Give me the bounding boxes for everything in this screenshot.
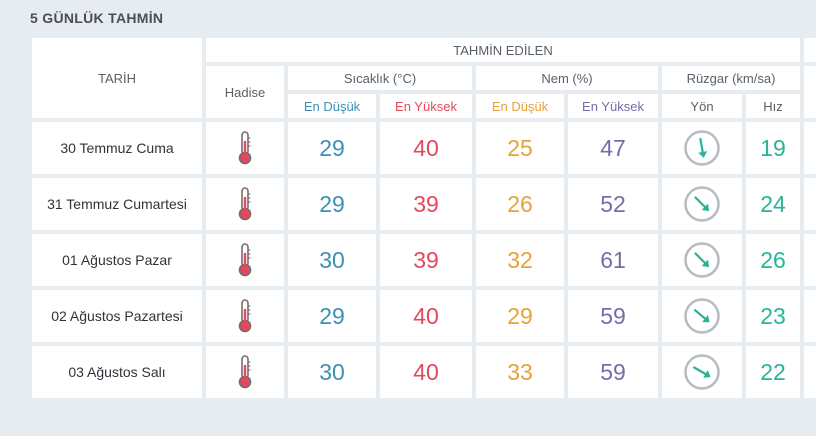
row-phenomenon: [206, 290, 284, 342]
row-phenomenon: [206, 346, 284, 398]
wind-arrow-icon: [683, 129, 721, 167]
row-phenomenon: [206, 178, 284, 230]
row-wind-direction: [662, 178, 742, 230]
row-temp-min: 30: [288, 346, 376, 398]
row-date: 30 Temmuz Cuma: [32, 122, 202, 174]
thermometer-icon: [238, 355, 252, 389]
row-temp-min: 29: [288, 178, 376, 230]
row-hum-min: 26: [476, 178, 564, 230]
header-hum-min: En Düşük: [476, 94, 564, 118]
header-date: TARİH: [32, 38, 202, 118]
row-hum-min: 29: [476, 290, 564, 342]
row-extra: [804, 290, 816, 342]
header-temperature: Sıcaklık (°C): [288, 66, 472, 90]
row-temp-min: 29: [288, 290, 376, 342]
row-extra: [804, 122, 816, 174]
row-date: 01 Ağustos Pazar: [32, 234, 202, 286]
row-hum-min: 25: [476, 122, 564, 174]
row-wind-speed: 19: [746, 122, 800, 174]
row-hum-min: 32: [476, 234, 564, 286]
header-phenomenon: Hadise: [206, 66, 284, 118]
wind-arrow-icon: [683, 185, 721, 223]
header-humidity: Nem (%): [476, 66, 658, 90]
row-wind-speed: 23: [746, 290, 800, 342]
wind-arrow-icon: [683, 297, 721, 335]
row-temp-min: 30: [288, 234, 376, 286]
row-hum-max: 59: [568, 346, 658, 398]
row-phenomenon: [206, 234, 284, 286]
row-wind-speed: 22: [746, 346, 800, 398]
row-hum-min: 33: [476, 346, 564, 398]
row-temp-max: 40: [380, 346, 472, 398]
header-temp-min: En Düşük: [288, 94, 376, 118]
row-wind-speed: 26: [746, 234, 800, 286]
forecast-table: TARİH TAHMİN EDİLEN Hadise Sıcaklık (°C)…: [30, 36, 816, 400]
row-temp-max: 39: [380, 234, 472, 286]
header-extra: [804, 38, 816, 62]
header-temp-max: En Yüksek: [380, 94, 472, 118]
row-hum-max: 59: [568, 290, 658, 342]
row-hum-max: 61: [568, 234, 658, 286]
header-wind: Rüzgar (km/sa): [662, 66, 800, 90]
thermometer-icon: [238, 187, 252, 221]
row-temp-max: 39: [380, 178, 472, 230]
row-date: 02 Ağustos Pazartesi: [32, 290, 202, 342]
header-wind-direction: Yön: [662, 94, 742, 118]
row-temp-max: 40: [380, 122, 472, 174]
wind-arrow-icon: [683, 241, 721, 279]
row-extra: [804, 178, 816, 230]
row-extra: [804, 234, 816, 286]
row-extra: [804, 346, 816, 398]
header-forecast: TAHMİN EDİLEN: [206, 38, 800, 62]
row-phenomenon: [206, 122, 284, 174]
header-wind-speed: Hız: [746, 94, 800, 118]
row-wind-direction: [662, 290, 742, 342]
row-wind-direction: [662, 122, 742, 174]
row-date: 03 Ağustos Salı: [32, 346, 202, 398]
row-date: 31 Temmuz Cumartesi: [32, 178, 202, 230]
row-temp-max: 40: [380, 290, 472, 342]
row-temp-min: 29: [288, 122, 376, 174]
row-wind-direction: [662, 234, 742, 286]
thermometer-icon: [238, 131, 252, 165]
wind-arrow-icon: [683, 353, 721, 391]
thermometer-icon: [238, 243, 252, 277]
row-wind-speed: 24: [746, 178, 800, 230]
row-hum-max: 52: [568, 178, 658, 230]
page-title: 5 GÜNLÜK TAHMİN: [30, 10, 164, 26]
row-wind-direction: [662, 346, 742, 398]
row-hum-max: 47: [568, 122, 658, 174]
header-extra-2: [804, 66, 816, 118]
thermometer-icon: [238, 299, 252, 333]
header-hum-max: En Yüksek: [568, 94, 658, 118]
